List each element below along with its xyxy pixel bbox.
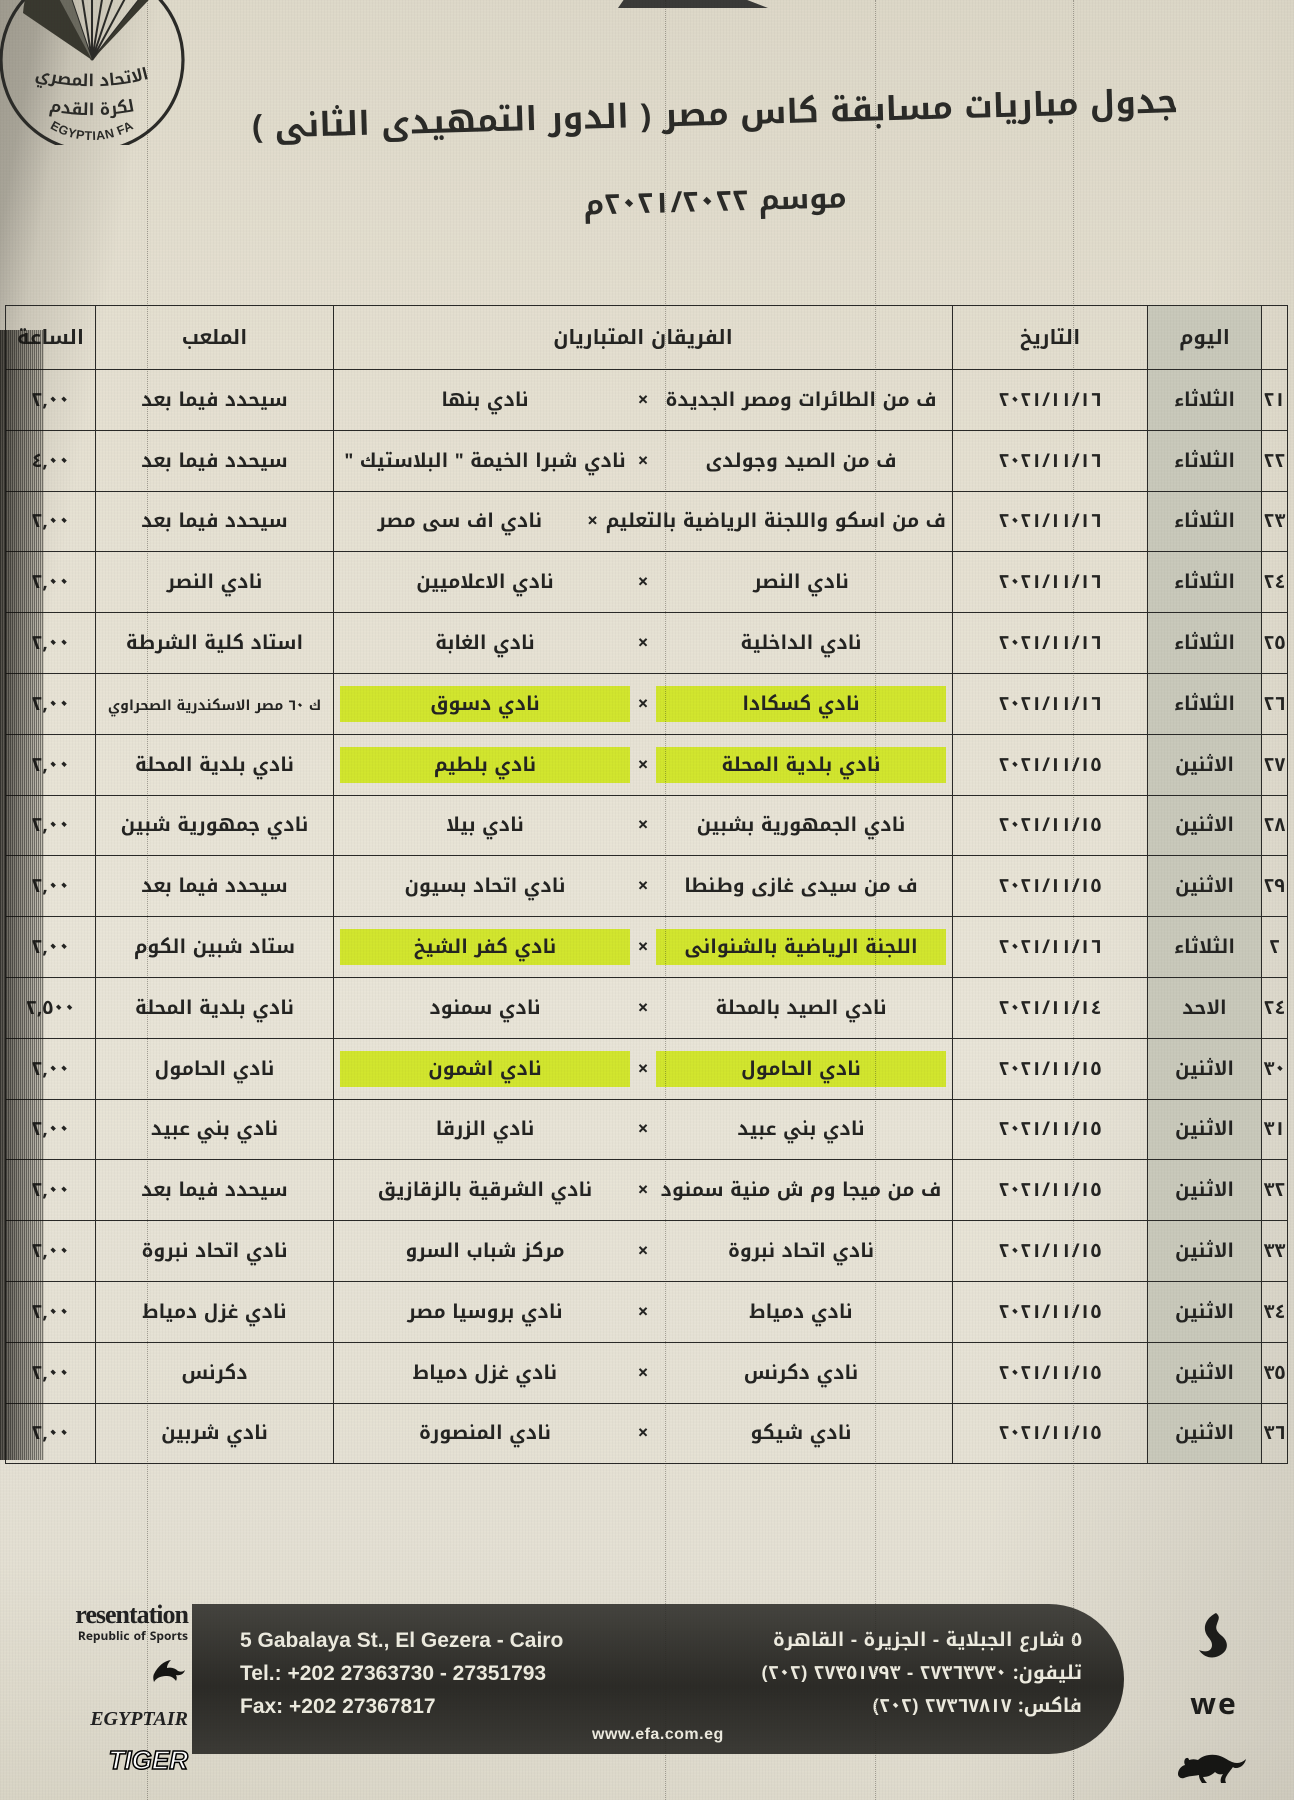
svg-text:لكرة القدم: لكرة القدم	[47, 91, 137, 126]
svg-text:الاتحاد المصري: الاتحاد المصري	[32, 59, 152, 97]
